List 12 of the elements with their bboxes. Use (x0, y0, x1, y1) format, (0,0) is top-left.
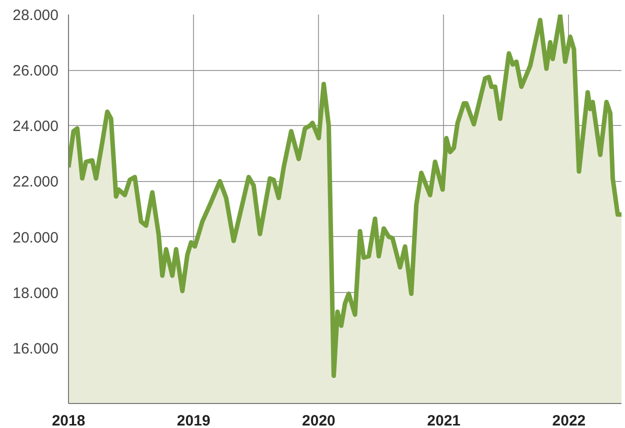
y-tick-label: 18.000 (12, 284, 59, 302)
y-tick-label: 16.000 (12, 340, 59, 358)
y-tick-label: 28.000 (12, 7, 59, 24)
x-tick-label: 2020 (302, 412, 336, 428)
y-tick-label: 22.000 (12, 174, 59, 191)
x-tick-label: 2021 (427, 412, 461, 428)
x-tick-label: 2018 (52, 412, 86, 428)
x-tick-label: 2022 (552, 412, 586, 428)
y-tick-label: 20.000 (12, 229, 59, 246)
y-tick-label: 26.000 (12, 62, 59, 80)
x-tick-label: 2019 (176, 412, 210, 428)
y-tick-label: 24.000 (12, 118, 59, 136)
